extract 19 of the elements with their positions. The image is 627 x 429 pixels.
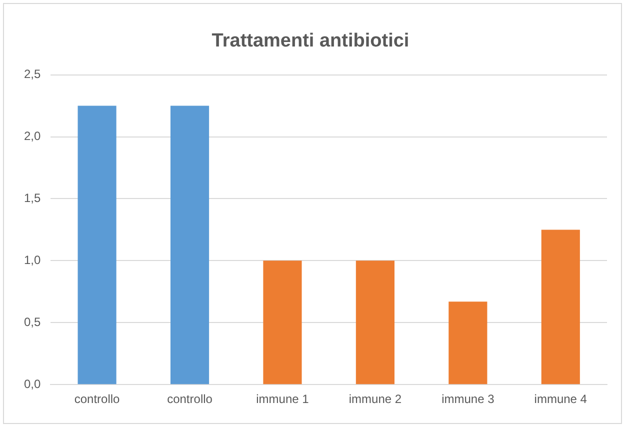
y-tick-label: 0,5: [24, 314, 41, 329]
bar: [356, 260, 394, 384]
y-tick-label: 2,0: [24, 129, 41, 144]
y-tick-label: 1,5: [24, 191, 41, 206]
y-tick-label: 0,0: [24, 376, 41, 391]
bar: [448, 302, 488, 384]
x-tick-label: immune 2: [348, 392, 402, 406]
x-tick-label: immune 4: [534, 392, 588, 406]
x-tick-label: controllo: [167, 392, 213, 406]
bar: [541, 230, 580, 384]
x-tick-label: immune 1: [256, 392, 310, 406]
x-tick-label: controllo: [74, 392, 120, 406]
bar: [170, 106, 210, 384]
chart-title: Trattamenti antibiotici: [212, 30, 410, 52]
x-tick-label: immune 3: [442, 392, 495, 406]
y-tick-label: 1,0: [24, 252, 41, 267]
bar: [263, 260, 302, 384]
y-tick-label: 2,5: [24, 67, 41, 82]
bar: [78, 106, 116, 384]
